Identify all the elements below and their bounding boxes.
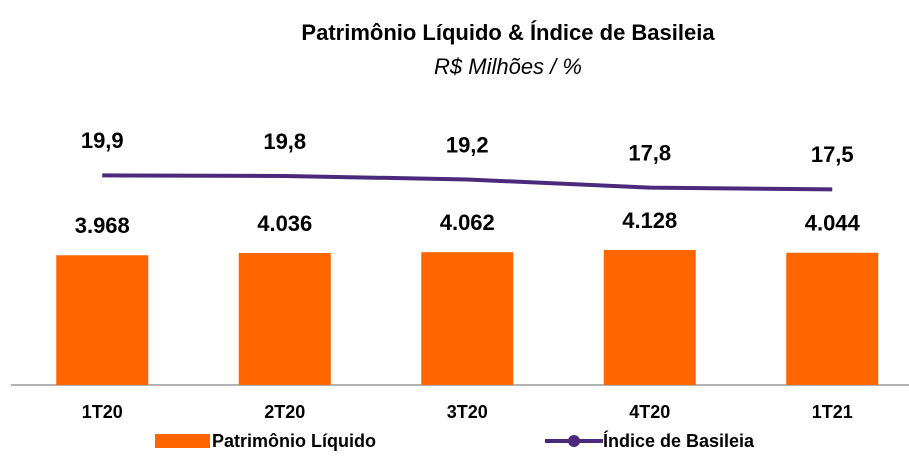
data-label: 3.968 bbox=[75, 213, 130, 238]
data-label: 4.128 bbox=[622, 208, 677, 233]
data-label: 4.036 bbox=[257, 211, 312, 236]
bar bbox=[603, 250, 696, 385]
data-label: 17,5 bbox=[811, 142, 854, 167]
line bbox=[102, 173, 833, 192]
chart-subtitle: R$ Milhões / % bbox=[434, 54, 582, 79]
legend-marker bbox=[568, 435, 580, 447]
bar bbox=[238, 253, 331, 385]
data-label: 19,8 bbox=[263, 129, 306, 154]
data-label: 19,2 bbox=[446, 132, 489, 157]
legend-label: Patrimônio Líquido bbox=[212, 431, 376, 451]
legend-swatch bbox=[155, 434, 210, 448]
chart-title: Patrimônio Líquido & Índice de Basileia bbox=[301, 20, 715, 45]
x-tick-label: 1T21 bbox=[812, 402, 853, 422]
bar bbox=[786, 252, 879, 385]
legend-label: Índice de Basileia bbox=[603, 430, 755, 451]
data-label: 19,9 bbox=[81, 128, 124, 153]
data-label: 4.062 bbox=[440, 210, 495, 235]
x-tick-label: 1T20 bbox=[82, 402, 123, 422]
data-label: 4.044 bbox=[805, 211, 861, 236]
x-tick-label: 4T20 bbox=[629, 402, 670, 422]
data-label: 17,8 bbox=[628, 140, 671, 165]
x-tick-label: 2T20 bbox=[264, 402, 305, 422]
x-tick-label: 3T20 bbox=[447, 402, 488, 422]
bar bbox=[56, 255, 149, 385]
bar bbox=[421, 252, 514, 385]
